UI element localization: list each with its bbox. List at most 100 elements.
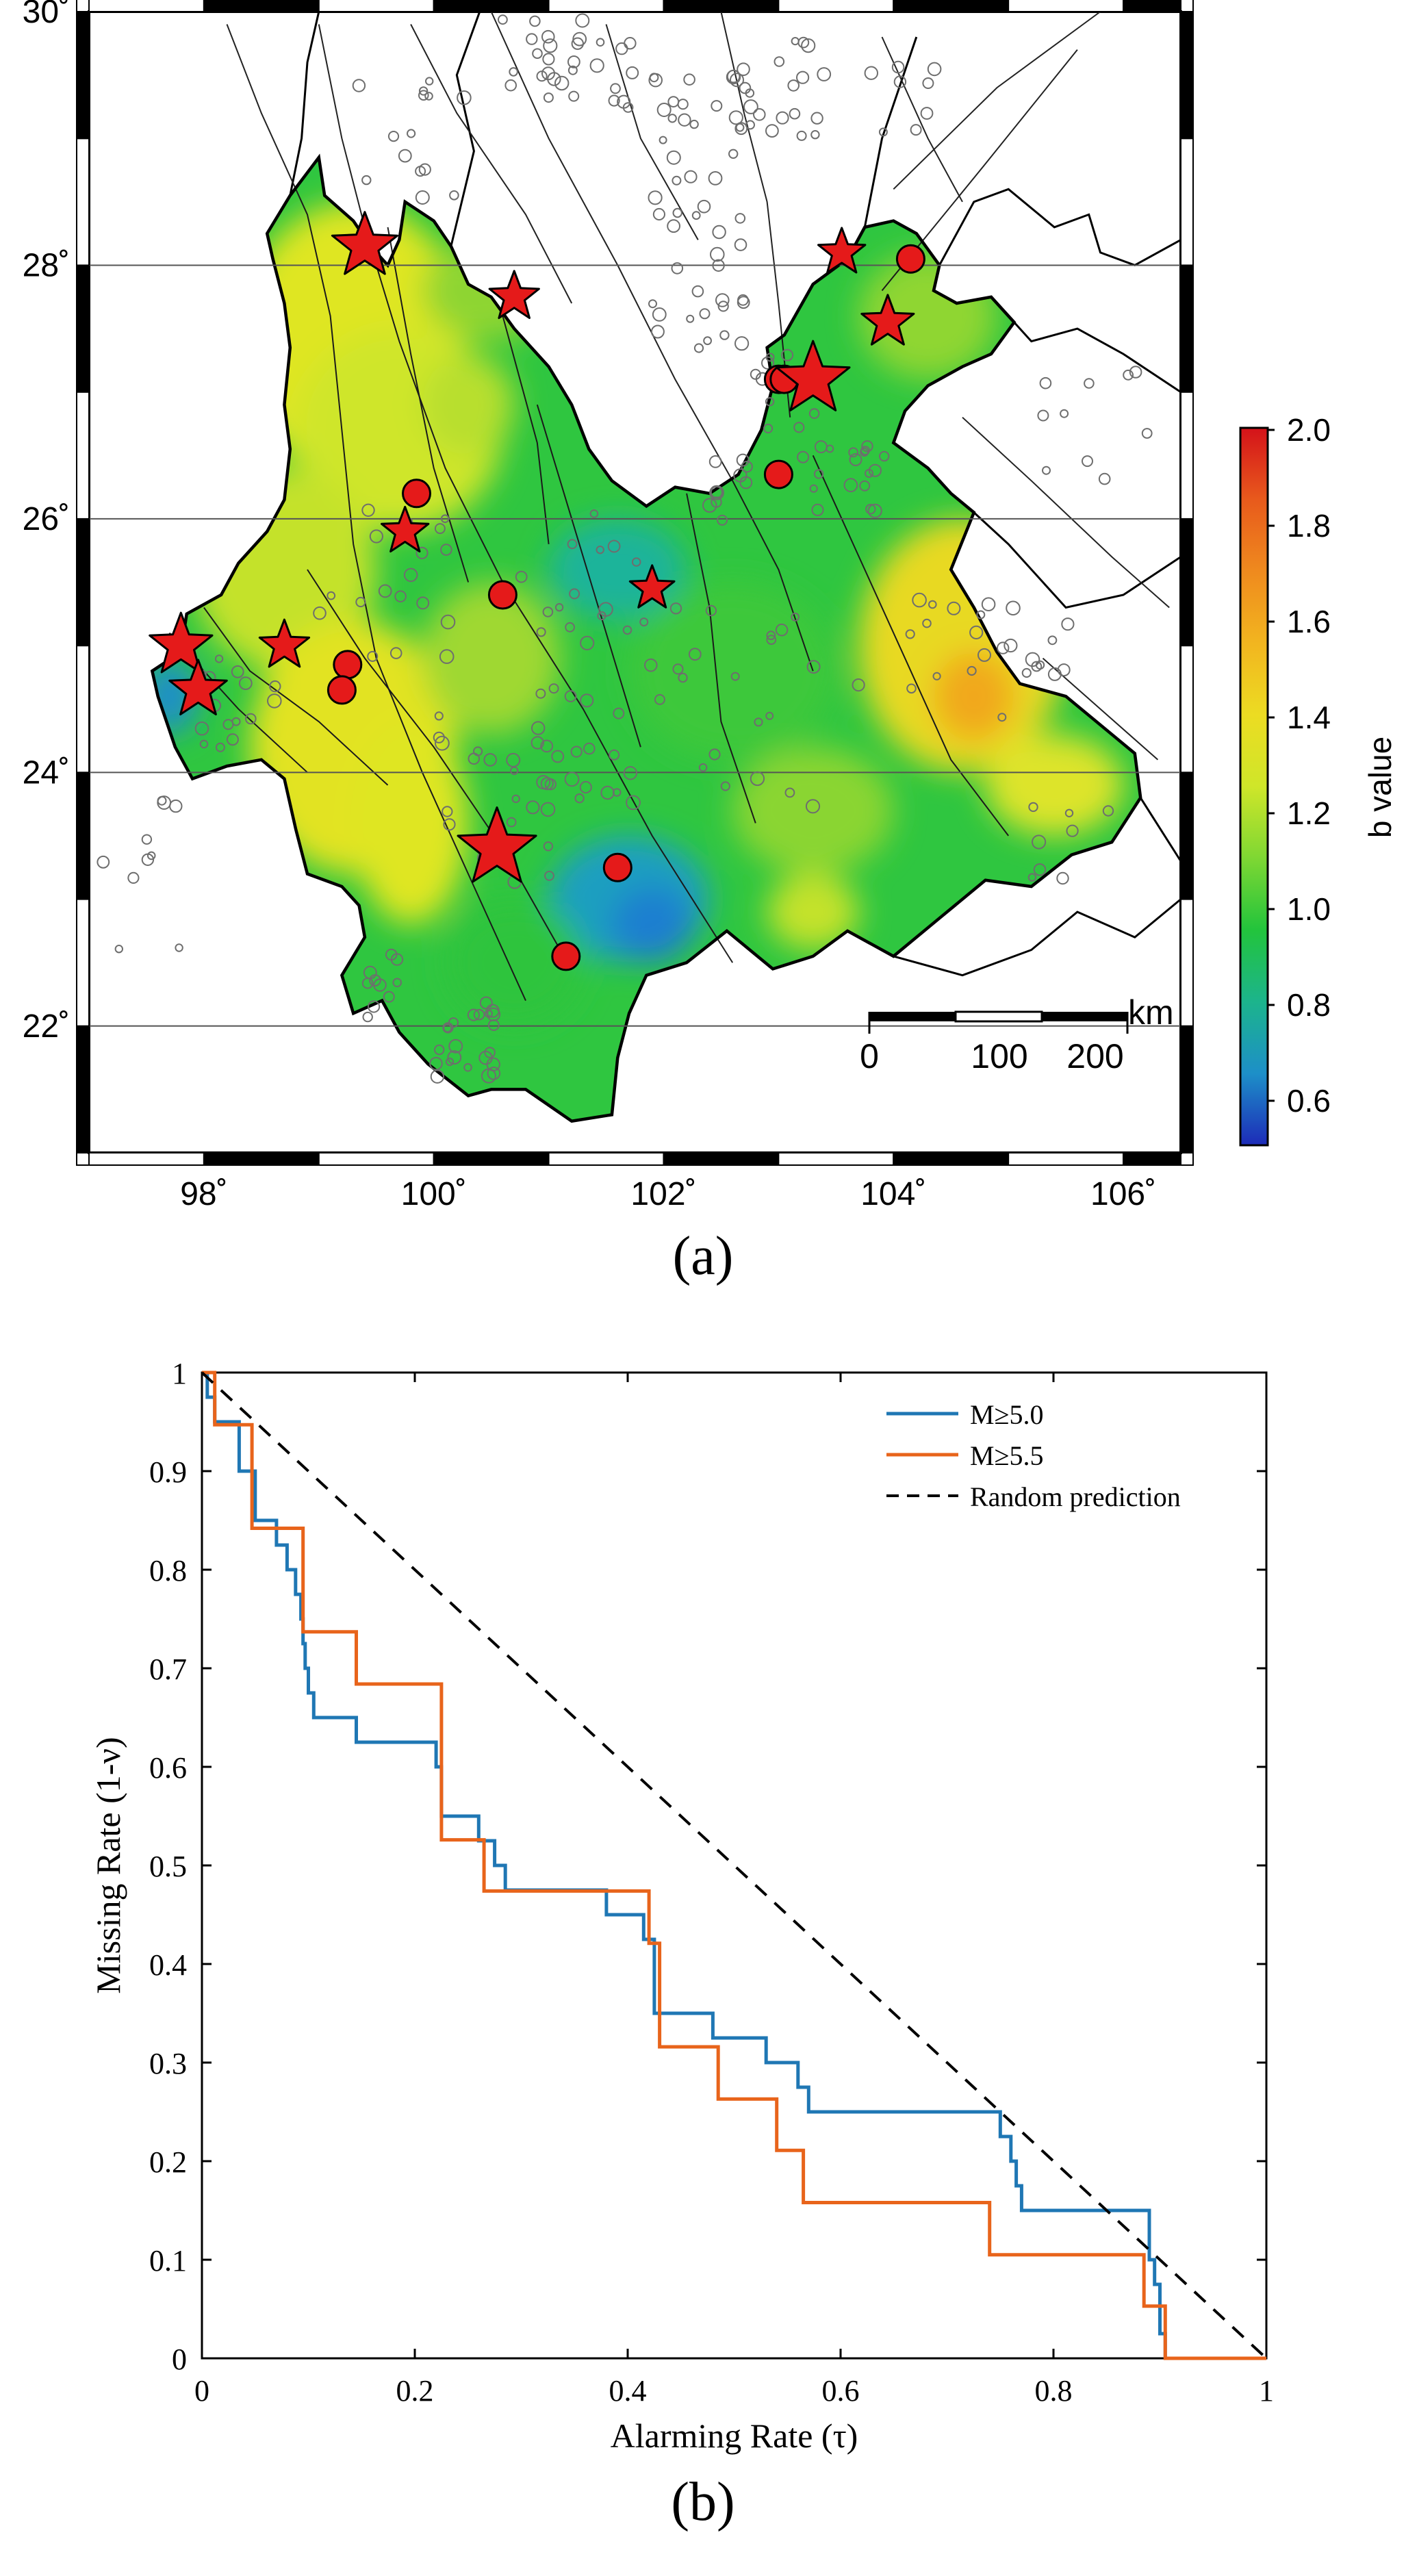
seismicity-circle-168 <box>362 1011 373 1023</box>
x-tick-label-0: 0 <box>194 2374 209 2408</box>
seismicity-circle-125 <box>906 683 917 694</box>
seismicity-circle-209 <box>483 753 498 767</box>
lon-label-0: 98˚ <box>180 1176 227 1212</box>
seismicity-circle-26 <box>541 66 555 81</box>
seismicity-circle-97 <box>868 463 882 477</box>
seismicity-circle-102 <box>879 450 890 462</box>
province-border-0 <box>289 11 320 196</box>
earthquake-circle-6 <box>333 650 363 680</box>
seismicity-circle-318 <box>361 175 372 186</box>
seismicity-circle-54 <box>743 99 758 114</box>
seismicity-circle-86 <box>734 238 747 251</box>
earthquake-star-7 <box>258 618 311 668</box>
b-value-patch-18 <box>767 873 859 950</box>
colorbar-gradient <box>1239 426 1269 1147</box>
latitude-labels: 30˚ 28˚ 26˚ 24˚ 22˚ <box>23 0 70 1045</box>
seismicity-circle-92 <box>734 213 746 224</box>
seismicity-circle-320 <box>424 92 433 101</box>
series-line-1 <box>202 1370 1266 2360</box>
seismicity-circle-169 <box>390 953 404 966</box>
seismicity-circle-215 <box>579 780 592 794</box>
seismicity-circle-189 <box>435 735 450 751</box>
seismicity-circle-42 <box>672 175 682 186</box>
seismicity-circle-66 <box>801 38 816 53</box>
seismicity-circle-148 <box>484 1047 496 1058</box>
seismicity-circle-65 <box>765 124 779 138</box>
seismicity-circle-71 <box>726 69 741 85</box>
seismicity-circle-263 <box>567 539 578 550</box>
seismicity-circle-234 <box>612 788 622 797</box>
seismicity-circle-110 <box>865 504 876 515</box>
seismicity-circle-82 <box>686 314 695 323</box>
seismicity-circle-219 <box>852 678 865 692</box>
seismicity-circle-299 <box>141 834 153 845</box>
seismicity-circle-133 <box>1025 652 1040 667</box>
seismicity-circle-138 <box>463 1063 472 1072</box>
seismicity-circle-34 <box>652 207 666 221</box>
seismicity-circle-50 <box>728 149 739 160</box>
legend-label-2: Random prediction <box>970 1481 1181 1512</box>
seismicity-circle-178 <box>231 665 244 678</box>
scale-label-200: 200 <box>1066 1037 1123 1075</box>
seismicity-circle-136 <box>997 641 1010 654</box>
seismicity-circle-177 <box>238 676 253 690</box>
seismicity-circle-4 <box>610 83 621 94</box>
earthquake-circle-7 <box>327 675 357 705</box>
seismicity-circle-181 <box>214 654 224 663</box>
scale-bar: km 0 100 200 <box>860 993 1174 1075</box>
province-border-7 <box>863 36 918 228</box>
earthquake-circle-0 <box>895 244 925 274</box>
seismicity-circle-298 <box>141 853 155 867</box>
seismicity-circle-306 <box>1056 871 1069 885</box>
seismicity-circle-164 <box>368 1000 381 1013</box>
province-border-1 <box>938 188 1181 267</box>
seismicity-circle-265 <box>536 627 546 637</box>
seismicity-circle-124 <box>912 592 927 608</box>
y-tick-label-1: 0.1 <box>149 2244 187 2278</box>
seismicity-circle-81 <box>691 211 701 220</box>
seismicity-circle-84 <box>667 219 680 233</box>
lon-label-2: 102˚ <box>630 1176 696 1212</box>
fault-line-17 <box>881 36 963 203</box>
seismicity-circle-280 <box>702 498 717 513</box>
seismicity-circle-45 <box>648 190 663 205</box>
neighbor-province-borders <box>289 11 1182 977</box>
b-value-patch-10 <box>732 747 894 874</box>
lat-lon-grid <box>89 264 1181 1027</box>
seismicity-circle-317 <box>418 90 429 101</box>
seismicity-circle-171 <box>199 739 209 749</box>
seismicity-circle-250 <box>439 649 455 664</box>
seismicity-circle-122 <box>981 597 996 612</box>
province-border-6 <box>450 11 481 247</box>
seismicity-circle-101 <box>813 469 824 479</box>
seismicity-circle-60 <box>787 79 800 92</box>
seismicity-circle-231 <box>775 623 789 637</box>
earthquake-star-markers <box>149 211 915 883</box>
y-axis-label: Missing Rate (1-ν) <box>89 1737 127 1993</box>
seismicity-circle-228 <box>698 763 708 772</box>
seismicity-circle-216 <box>784 787 795 798</box>
seismicity-circle-300 <box>175 943 183 952</box>
seismicity-circle-70 <box>735 123 745 132</box>
y-tick-label-5: 0.5 <box>149 1850 187 1883</box>
seismicity-circle-288 <box>1129 366 1142 379</box>
seismicity-circle-326 <box>893 75 907 88</box>
seismicity-circle-256 <box>367 650 379 662</box>
seismicity-circle-98 <box>843 478 858 493</box>
seismicity-circle-277 <box>717 514 728 526</box>
seismicity-circle-327 <box>878 127 888 137</box>
province-border-4 <box>1139 797 1182 862</box>
seismicity-circle-287 <box>1039 377 1052 390</box>
seismicity-circle-217 <box>688 648 702 661</box>
seismicity-circle-100 <box>859 480 871 492</box>
seismicity-circle-339 <box>763 423 774 434</box>
seismicity-circle-9 <box>575 13 590 28</box>
seismicity-circle-284 <box>1037 409 1049 422</box>
x-tick-label-4: 0.8 <box>1035 2374 1073 2408</box>
seismicity-circle-175 <box>215 742 225 752</box>
seismicity-circle-188 <box>540 739 554 753</box>
seismicity-circle-304 <box>1064 808 1074 818</box>
fault-line-inner-8 <box>203 607 389 786</box>
seismicity-circle-264 <box>569 588 580 600</box>
seismicity-circle-349 <box>531 736 544 750</box>
